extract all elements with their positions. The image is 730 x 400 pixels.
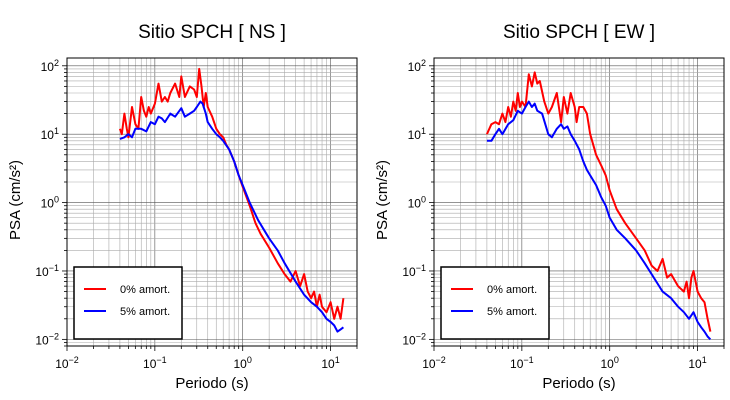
- chart-title: Sitio SPCH [ EW ]: [503, 22, 655, 43]
- y-axis-label: PSA (cm/s²): [7, 160, 24, 240]
- x-axis-label: Periodo (s): [542, 375, 615, 392]
- series-line: [485, 71, 712, 332]
- legend-label: 0% amort.: [120, 284, 170, 296]
- y-tick-label: 100: [41, 195, 59, 211]
- x-tick-label: 101: [321, 355, 339, 371]
- x-tick-label: 10−1: [510, 355, 534, 371]
- legend: 0% amort. 5% amort.: [440, 266, 550, 340]
- y-tick-label: 102: [408, 58, 426, 74]
- x-tick-label: 10−1: [143, 355, 167, 371]
- plot-frame: [433, 57, 725, 347]
- y-tick-label: 102: [41, 58, 59, 74]
- y-tick-label: 10−2: [35, 331, 59, 347]
- chart-ns: Sitio SPCH [ NS ] 10−2 10−1 100 101 10−2 10−1…: [7, 22, 358, 392]
- chart-title: Sitio SPCH [ NS ]: [138, 22, 286, 43]
- legend-label: 0% amort.: [487, 284, 537, 296]
- x-tick-label: 101: [688, 355, 706, 371]
- x-tick-label: 10−2: [55, 355, 79, 371]
- y-axis-label: PSA (cm/s²): [374, 160, 391, 240]
- legend-box: [440, 266, 550, 340]
- plot-frame: [66, 57, 358, 347]
- series-line: [118, 67, 345, 320]
- x-tick-label: 100: [601, 355, 619, 371]
- y-tick-label: 10−2: [402, 331, 426, 347]
- x-tick-label: 100: [234, 355, 252, 371]
- series-line: [486, 100, 712, 341]
- y-tick-label: 101: [41, 126, 59, 142]
- legend-label: 5% amort.: [487, 306, 537, 318]
- legend-label: 5% amort.: [120, 306, 170, 318]
- chart-ew: Sitio SPCH [ EW ] 10−2 10−1 100 101 10−2 10−1…: [374, 22, 725, 392]
- legend-box: [73, 266, 183, 340]
- x-axis-label: Periodo (s): [175, 375, 248, 392]
- y-tick-label: 100: [408, 195, 426, 211]
- series-line: [119, 100, 344, 333]
- legend: 0% amort. 5% amort.: [73, 266, 183, 340]
- y-tick-label: 10−1: [402, 263, 426, 279]
- y-tick-label: 101: [408, 126, 426, 142]
- y-tick-label: 10−1: [35, 263, 59, 279]
- x-tick-label: 10−2: [422, 355, 446, 371]
